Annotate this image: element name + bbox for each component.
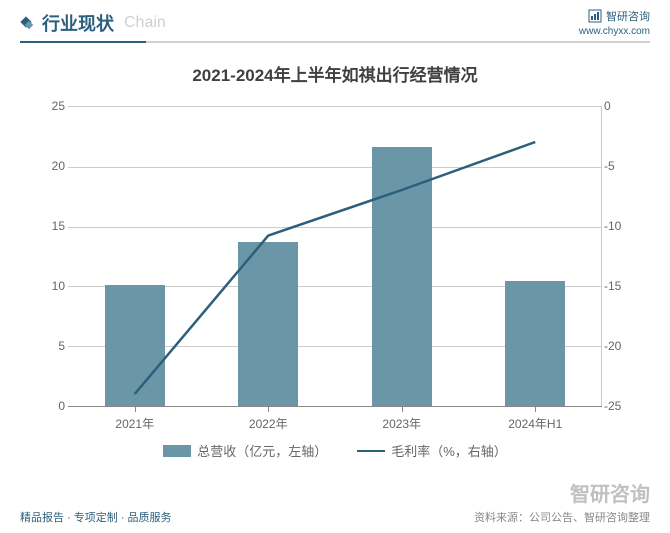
legend-label-line: 毛利率（%，右轴） (391, 441, 507, 460)
y-tick-left: 25 (52, 100, 65, 112)
x-tick-mark (535, 407, 536, 412)
header-brand-block: 智研咨询 www.chyxx.com (579, 8, 650, 37)
bars-layer (68, 106, 602, 406)
y-axis-left: 0510152025 (43, 106, 65, 406)
header-divider (20, 41, 650, 43)
header-subtitle: Chain (124, 14, 166, 32)
legend-swatch-bar (163, 445, 191, 457)
y-tick-right: -5 (604, 160, 615, 172)
brand-text: 智研咨询 (606, 8, 650, 24)
footer-left: 精品报告 · 专项定制 · 品质服务 (20, 509, 172, 525)
footer-right: 智研咨询 资料来源：公司公告、智研咨询整理 (474, 478, 650, 525)
x-tick-mark (135, 407, 136, 412)
x-axis: 2021年 2022年 2023年 2024年H1 (68, 406, 602, 436)
footer-source: 资料来源：公司公告、智研咨询整理 (474, 509, 650, 525)
y-tick-left: 20 (52, 160, 65, 172)
y-tick-left: 10 (52, 280, 65, 292)
y-tick-right: -15 (604, 280, 621, 292)
y-tick-left: 15 (52, 220, 65, 232)
bar (505, 281, 565, 406)
brand-url: www.chyxx.com (579, 26, 650, 37)
legend-item-bar: 总营收（亿元，左轴） (163, 441, 327, 460)
header: 行业现状 Chain 智研咨询 www.chyxx.com (0, 0, 670, 41)
x-tick-mark (402, 407, 403, 412)
chart-title: 2021-2024年上半年如祺出行经营情况 (0, 61, 670, 86)
legend-label-bar: 总营收（亿元，左轴） (197, 441, 327, 460)
footer: 精品报告 · 专项定制 · 品质服务 智研咨询 资料来源：公司公告、智研咨询整理 (20, 478, 650, 525)
bar (105, 285, 165, 406)
header-title: 行业现状 (42, 10, 114, 36)
y-axis-right: 0-5-10-15-20-25 (604, 106, 632, 406)
legend-item-line: 毛利率（%，右轴） (357, 441, 507, 460)
y-tick-left: 5 (58, 340, 65, 352)
x-tick-label: 2022年 (249, 415, 288, 432)
y-tick-right: 0 (604, 100, 611, 112)
footer-watermark: 智研咨询 (474, 478, 650, 507)
chart-area: 0510152025 0-5-10-15-20-25 2021年2022年202… (48, 96, 622, 436)
y-tick-left: 0 (58, 400, 65, 412)
bar (238, 242, 298, 406)
brand-icon (588, 9, 602, 23)
y-tick-right: -10 (604, 220, 621, 232)
x-tick-label: 2021年 (115, 415, 154, 432)
legend-swatch-line (357, 450, 385, 452)
bar (372, 147, 432, 406)
x-tick-mark (268, 407, 269, 412)
y-tick-right: -20 (604, 340, 621, 352)
x-tick-label: 2023年 (382, 415, 421, 432)
y-tick-right: -25 (604, 400, 621, 412)
x-tick-label: 2024年H1 (508, 415, 562, 432)
legend: 总营收（亿元，左轴） 毛利率（%，右轴） (0, 441, 670, 460)
diamond-icon (20, 16, 34, 30)
